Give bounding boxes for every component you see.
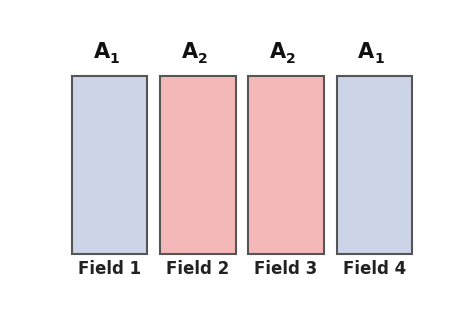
Text: Field 2: Field 2	[166, 260, 229, 278]
Text: 2: 2	[286, 52, 296, 66]
Text: Field 4: Field 4	[343, 260, 406, 278]
Text: A: A	[358, 42, 374, 62]
Text: A: A	[182, 42, 198, 62]
Text: Field 1: Field 1	[78, 260, 141, 278]
Bar	[160, 76, 236, 254]
Bar	[337, 76, 412, 254]
Bar	[248, 76, 324, 254]
Text: 2: 2	[198, 52, 208, 66]
Text: A: A	[270, 42, 286, 62]
Text: A: A	[94, 42, 110, 62]
Text: Field 3: Field 3	[255, 260, 318, 278]
Text: 1: 1	[374, 52, 384, 66]
Bar	[72, 76, 147, 254]
Text: 1: 1	[110, 52, 119, 66]
